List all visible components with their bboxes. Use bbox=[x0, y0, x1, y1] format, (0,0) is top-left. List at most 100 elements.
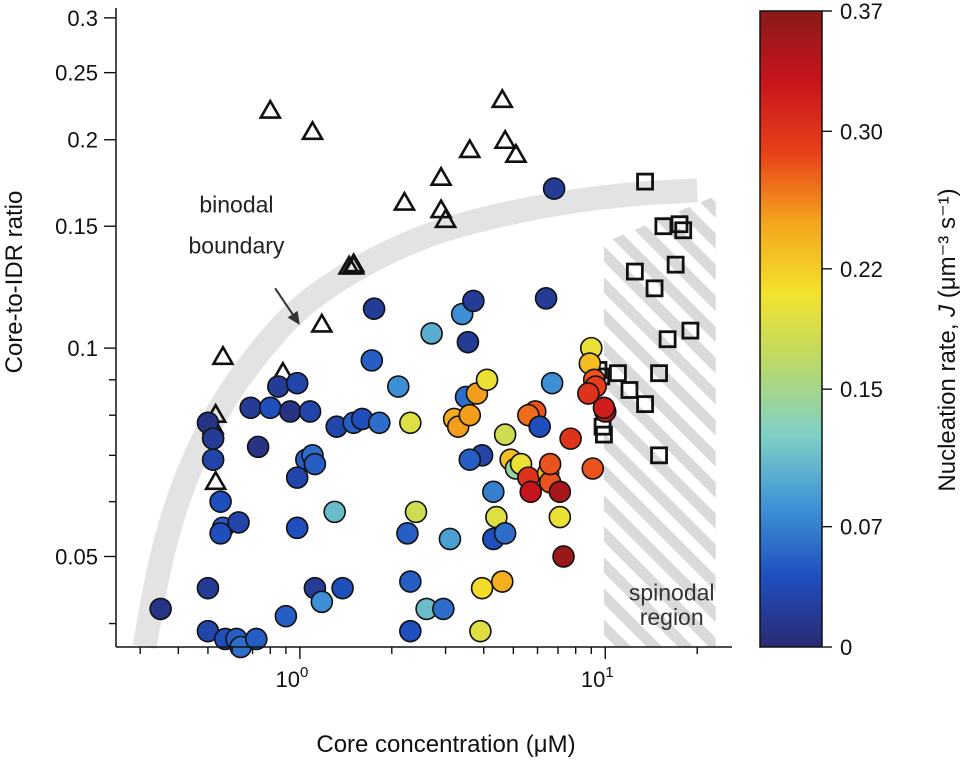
square-marker bbox=[636, 395, 654, 414]
colorbar-tick-label: 0.30 bbox=[840, 119, 883, 144]
circle-marker bbox=[298, 400, 322, 423]
circle-marker bbox=[559, 427, 582, 450]
triangle-marker bbox=[310, 312, 334, 333]
colorbar-gradient bbox=[759, 10, 823, 648]
circle-marker bbox=[367, 411, 391, 435]
square-marker bbox=[666, 255, 685, 274]
circle-marker bbox=[552, 545, 575, 568]
circle-marker bbox=[519, 480, 543, 504]
circle-marker bbox=[581, 457, 605, 480]
circle-marker bbox=[285, 371, 309, 395]
circle-marker bbox=[149, 597, 172, 621]
square-marker bbox=[674, 221, 693, 240]
circle-marker bbox=[386, 375, 410, 398]
circle-marker bbox=[404, 500, 428, 524]
circle-marker bbox=[493, 522, 517, 545]
circle-marker bbox=[362, 297, 386, 321]
circle-marker bbox=[360, 349, 384, 372]
colorbar: 0 0.07 0.15 0.22 0.30 0.37 Nucleation rate, J… bbox=[759, 0, 961, 660]
circle-marker bbox=[267, 375, 290, 398]
triangle-marker bbox=[211, 344, 235, 366]
square-marker bbox=[681, 321, 700, 340]
x-tick-label: 101 bbox=[581, 664, 614, 692]
circle-marker bbox=[548, 505, 572, 529]
annotation-spinodal: spinodal bbox=[629, 579, 715, 605]
plot-area: binodal boundary spinodal region bbox=[132, 87, 716, 659]
circle-marker bbox=[577, 382, 600, 405]
square-marker bbox=[658, 330, 677, 349]
circle-marker bbox=[258, 396, 282, 420]
circle-marker bbox=[456, 330, 480, 354]
y-tick-label: 0.05 bbox=[55, 544, 98, 569]
circle-marker bbox=[396, 522, 419, 545]
circle-marker bbox=[244, 627, 268, 651]
square-marker bbox=[595, 425, 613, 444]
colorbar-tick-label: 0.07 bbox=[840, 515, 883, 540]
colorbar-tick-label: 0 bbox=[840, 635, 852, 660]
colorbar-ticks: 0 0.07 0.15 0.22 0.30 0.37 bbox=[822, 0, 883, 660]
circle-marker bbox=[278, 400, 302, 423]
circle-marker bbox=[209, 490, 232, 513]
annotation-binodal: binodal bbox=[199, 192, 273, 218]
x-tick-label: 100 bbox=[275, 664, 308, 692]
circle-marker bbox=[201, 448, 225, 471]
binodal-boundary-band bbox=[132, 178, 698, 650]
circle-marker bbox=[246, 435, 270, 459]
triangle-marker bbox=[493, 128, 517, 150]
square-marker bbox=[670, 215, 689, 234]
colorbar-title: Nucleation rate, J (μm⁻³ s⁻¹) bbox=[934, 188, 961, 491]
triangle-marker bbox=[341, 254, 366, 275]
triangle-marker bbox=[203, 469, 228, 491]
square-marker bbox=[650, 446, 668, 465]
axes: 100 101 0.05 0.1 0.15 0.2 0.25 0.3 Core concen… bbox=[1, 6, 732, 758]
circle-marker bbox=[470, 576, 494, 600]
circle-marker bbox=[493, 423, 517, 446]
x-axis-title: Core concentration (μM) bbox=[316, 731, 575, 758]
circle-marker bbox=[209, 522, 232, 545]
colorbar-tick-label: 0.15 bbox=[840, 377, 883, 402]
circle-marker bbox=[274, 604, 298, 628]
circle-marker bbox=[538, 452, 562, 476]
y-tick-label: 0.15 bbox=[55, 214, 98, 239]
circle-marker bbox=[285, 466, 309, 489]
circle-marker bbox=[331, 576, 354, 600]
triangle-marker bbox=[458, 137, 482, 159]
data-markers bbox=[149, 87, 700, 659]
triangle-marker bbox=[433, 207, 458, 229]
circle-marker bbox=[399, 619, 422, 643]
y-tick-label: 0.25 bbox=[55, 61, 98, 86]
circle-marker bbox=[399, 570, 422, 593]
circle-marker bbox=[303, 452, 327, 476]
triangle-marker bbox=[504, 142, 528, 163]
circle-marker bbox=[438, 527, 462, 551]
square-marker bbox=[636, 172, 654, 191]
y-tick-label: 0.1 bbox=[67, 336, 98, 361]
circle-marker bbox=[592, 396, 616, 420]
circle-marker bbox=[528, 415, 552, 438]
circle-marker bbox=[458, 448, 482, 471]
circle-marker bbox=[548, 480, 572, 504]
circle-marker bbox=[285, 516, 309, 540]
circle-marker bbox=[482, 480, 505, 504]
annotation-region: region bbox=[640, 604, 704, 630]
triangle-marker bbox=[258, 98, 283, 119]
x-ticks: 100 101 bbox=[139, 647, 698, 692]
circle-marker bbox=[323, 500, 346, 524]
circle-marker bbox=[462, 289, 485, 313]
triangle-marker bbox=[392, 190, 417, 211]
square-marker bbox=[645, 279, 664, 298]
circle-marker bbox=[196, 576, 220, 600]
colorbar-tick-label: 0.22 bbox=[840, 257, 883, 282]
binodal-arrow bbox=[274, 287, 294, 315]
y-axis-title: Core-to-IDR ratio bbox=[1, 191, 28, 374]
circle-marker bbox=[399, 411, 422, 435]
triangle-marker bbox=[490, 87, 515, 109]
circle-marker bbox=[469, 619, 492, 643]
square-marker bbox=[620, 381, 639, 399]
circle-marker bbox=[540, 371, 564, 395]
circle-marker bbox=[227, 511, 250, 534]
colorbar-tick-label: 0.37 bbox=[840, 0, 883, 24]
annotation-boundary: boundary bbox=[189, 232, 285, 258]
circle-marker bbox=[542, 177, 566, 200]
